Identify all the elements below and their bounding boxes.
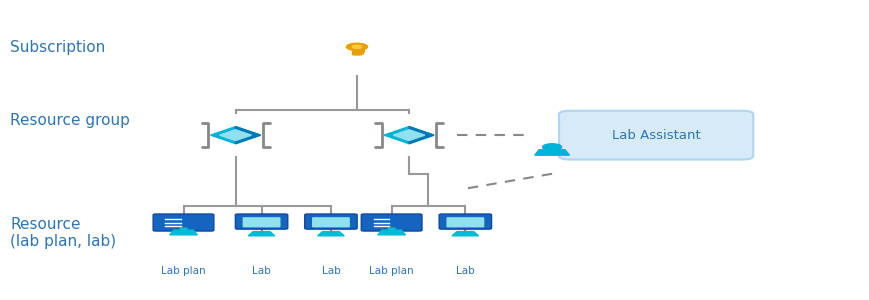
FancyBboxPatch shape xyxy=(312,217,349,227)
FancyBboxPatch shape xyxy=(242,217,280,227)
FancyBboxPatch shape xyxy=(358,52,363,54)
FancyBboxPatch shape xyxy=(235,214,288,229)
Circle shape xyxy=(346,43,367,50)
Polygon shape xyxy=(408,127,434,144)
FancyBboxPatch shape xyxy=(387,227,395,230)
Polygon shape xyxy=(235,127,260,144)
Polygon shape xyxy=(534,150,569,155)
Text: Lab: Lab xyxy=(322,266,340,276)
FancyBboxPatch shape xyxy=(304,214,356,229)
Text: Resource
(lab plan, lab): Resource (lab plan, lab) xyxy=(10,217,116,249)
Polygon shape xyxy=(452,232,478,236)
Polygon shape xyxy=(377,230,405,235)
FancyBboxPatch shape xyxy=(446,217,484,227)
Polygon shape xyxy=(210,127,260,144)
Circle shape xyxy=(542,144,561,150)
FancyBboxPatch shape xyxy=(439,214,491,229)
FancyBboxPatch shape xyxy=(352,46,361,55)
FancyBboxPatch shape xyxy=(559,111,753,160)
Text: Lab plan: Lab plan xyxy=(161,266,206,276)
Polygon shape xyxy=(220,130,251,141)
Text: Lab Assistant: Lab Assistant xyxy=(611,129,700,142)
Polygon shape xyxy=(317,232,344,236)
Text: Resource group: Resource group xyxy=(10,113,129,128)
Polygon shape xyxy=(248,232,275,236)
FancyBboxPatch shape xyxy=(358,50,364,52)
FancyBboxPatch shape xyxy=(361,214,421,231)
Text: Lab plan: Lab plan xyxy=(369,266,414,276)
FancyBboxPatch shape xyxy=(153,214,214,231)
Text: Subscription: Subscription xyxy=(10,40,105,55)
Text: Lab: Lab xyxy=(455,266,474,276)
Text: Lab: Lab xyxy=(252,266,270,276)
FancyBboxPatch shape xyxy=(179,227,188,230)
Polygon shape xyxy=(169,230,197,235)
Polygon shape xyxy=(393,130,424,141)
Polygon shape xyxy=(383,127,434,144)
Circle shape xyxy=(352,45,362,48)
